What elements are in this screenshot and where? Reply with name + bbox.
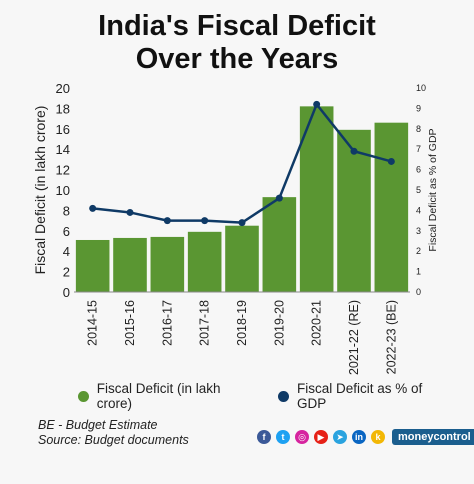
legend-item-bars: Fiscal Deficit (in lakh crore)	[78, 381, 256, 411]
y-tick-label: 12	[56, 163, 70, 178]
bar	[225, 225, 259, 292]
y2-tick-label: 1	[416, 267, 421, 277]
bar	[113, 237, 147, 292]
telegram-icon[interactable]: ➤	[333, 430, 347, 444]
x-tick-label: 2017-18	[198, 300, 212, 346]
bar	[187, 231, 222, 292]
legend-swatch-bars	[78, 390, 89, 402]
budget-estimate-note: BE - Budget Estimate	[38, 418, 158, 432]
y2-tick-label: 9	[416, 103, 421, 113]
y2-tick-label: 3	[416, 226, 421, 236]
legend-swatch-line	[278, 390, 289, 402]
y-tick-label: 20	[56, 81, 70, 96]
y2-tick-label: 4	[416, 205, 421, 215]
y2-tick-label: 7	[416, 144, 421, 154]
y-tick-label: 18	[56, 101, 70, 116]
x-tick-label: 2015-16	[123, 300, 137, 346]
line-point	[201, 217, 209, 225]
y2-axis-title: Fiscal Deficit as % of GDP	[427, 128, 439, 251]
line-point	[238, 219, 246, 227]
y-tick-label: 8	[63, 203, 70, 218]
y-tick-label: 16	[56, 122, 70, 137]
facebook-icon[interactable]: f	[257, 430, 271, 444]
y-tick-label: 14	[56, 142, 70, 157]
y2-tick-label: 8	[416, 124, 421, 134]
chart-title: India's Fiscal Deficit Over the Years	[0, 10, 474, 76]
instagram-icon[interactable]: ◎	[295, 430, 309, 444]
y2-tick-label: 2	[416, 246, 421, 256]
line-point	[350, 147, 358, 155]
source-note: Source: Budget documents	[38, 433, 189, 447]
y-tick-label: 2	[63, 265, 70, 280]
y-tick-label: 10	[56, 183, 70, 198]
y2-tick-label: 6	[416, 165, 421, 175]
x-tick-label: 2020-21	[310, 300, 324, 346]
bar	[75, 239, 110, 292]
bar	[262, 197, 297, 292]
footnotes: BE - Budget Estimate Source: Budget docu…	[38, 418, 189, 448]
y-tick-label: 4	[63, 244, 70, 259]
line-point	[126, 208, 134, 216]
youtube-icon[interactable]: ▶	[314, 430, 328, 444]
y-axis-title: Fiscal Deficit (in lakh crore)	[32, 106, 48, 275]
bar	[150, 236, 185, 292]
y-tick-label: 0	[63, 285, 70, 300]
x-tick-label: 2014-15	[86, 300, 100, 346]
y2-tick-label: 10	[416, 83, 426, 93]
x-tick-label: 2022-23 (BE)	[384, 300, 398, 374]
y2-tick-label: 0	[416, 287, 421, 297]
legend: Fiscal Deficit (in lakh crore) Fiscal De…	[78, 381, 474, 411]
linkedin-icon[interactable]: in	[352, 430, 366, 444]
line-point	[275, 194, 283, 202]
twitter-icon[interactable]: t	[276, 430, 290, 444]
x-tick-label: 2016-17	[160, 300, 174, 346]
y-tick-label: 6	[63, 224, 70, 239]
line-point	[163, 217, 171, 225]
legend-label-bars: Fiscal Deficit (in lakh crore)	[96, 381, 221, 411]
moneycontrol-logo[interactable]: moneycontrol	[392, 429, 474, 445]
x-tick-label: 2019-20	[272, 300, 286, 346]
legend-item-line: Fiscal Deficit as % of GDP	[278, 381, 452, 411]
social-bar: f t ◎ ▶ ➤ in k moneycontrol	[257, 429, 474, 445]
bar	[337, 129, 371, 292]
line-point	[387, 157, 395, 165]
y2-tick-label: 5	[416, 185, 421, 195]
bar	[299, 106, 334, 292]
line-point	[313, 100, 321, 108]
koo-icon[interactable]: k	[371, 430, 385, 444]
legend-label-line: Fiscal Deficit as % of GDP	[296, 381, 423, 411]
bar	[374, 122, 409, 293]
x-tick-label: 2021-22 (RE)	[347, 300, 361, 375]
x-tick-label: 2018-19	[235, 300, 249, 346]
line-point	[89, 204, 97, 212]
chart-title-line-2: Over the Years	[135, 43, 339, 75]
chart-title-line-1: India's Fiscal Deficit	[98, 10, 376, 42]
